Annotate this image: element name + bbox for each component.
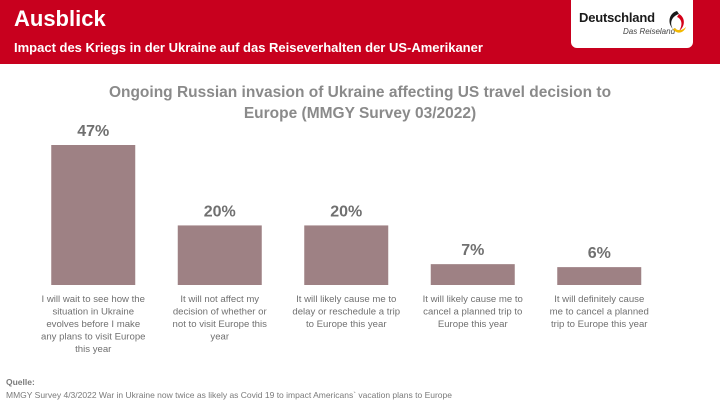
bar-5 xyxy=(557,267,642,285)
bar-chart: 47% I will wait to see how the situation i… xyxy=(41,123,649,355)
value-label-3: 20% xyxy=(330,203,362,220)
category-label-4: It will likely cause me to cancel a plann… xyxy=(423,294,523,330)
chart-title-line: Europe (MMGY Survey 03/2022) xyxy=(243,105,477,122)
deutschland-swirl-logo-icon xyxy=(669,11,686,33)
bar-4 xyxy=(430,264,515,285)
bar-2 xyxy=(177,225,262,285)
category-label-3: It will likely cause me to delay or resch… xyxy=(292,294,400,330)
bar-3 xyxy=(304,225,389,285)
page-title: Ausblick xyxy=(14,6,106,31)
logo-name: Deutschland xyxy=(579,10,655,25)
category-label-5: It will definitely cause me to cancel a p… xyxy=(550,294,649,330)
value-label-1: 47% xyxy=(77,123,109,140)
chart-title-line: Ongoing Russian invasion of Ukraine affe… xyxy=(108,84,612,101)
chart-title: Ongoing Russian invasion of Ukraine affe… xyxy=(60,82,660,124)
bar-1 xyxy=(51,145,136,285)
logo-tagline: Das Reiseland xyxy=(623,27,676,36)
category-label-2: It will not affect my decision of whether… xyxy=(173,294,268,343)
page-subtitle: Impact des Kriegs in der Ukraine auf das… xyxy=(14,40,483,55)
value-label-5: 6% xyxy=(588,245,611,262)
source-footer: Quelle: MMGY Survey 4/3/2022 War in Ukra… xyxy=(6,376,452,402)
category-label-1: I will wait to see how the situation in U… xyxy=(41,294,146,355)
brand-logo: Deutschland Das Reiseland xyxy=(571,0,693,48)
source-label: Quelle: xyxy=(6,377,35,387)
source-text: MMGY Survey 4/3/2022 War in Ukraine now … xyxy=(6,390,452,400)
value-label-4: 7% xyxy=(461,242,484,259)
value-label-2: 20% xyxy=(204,203,236,220)
